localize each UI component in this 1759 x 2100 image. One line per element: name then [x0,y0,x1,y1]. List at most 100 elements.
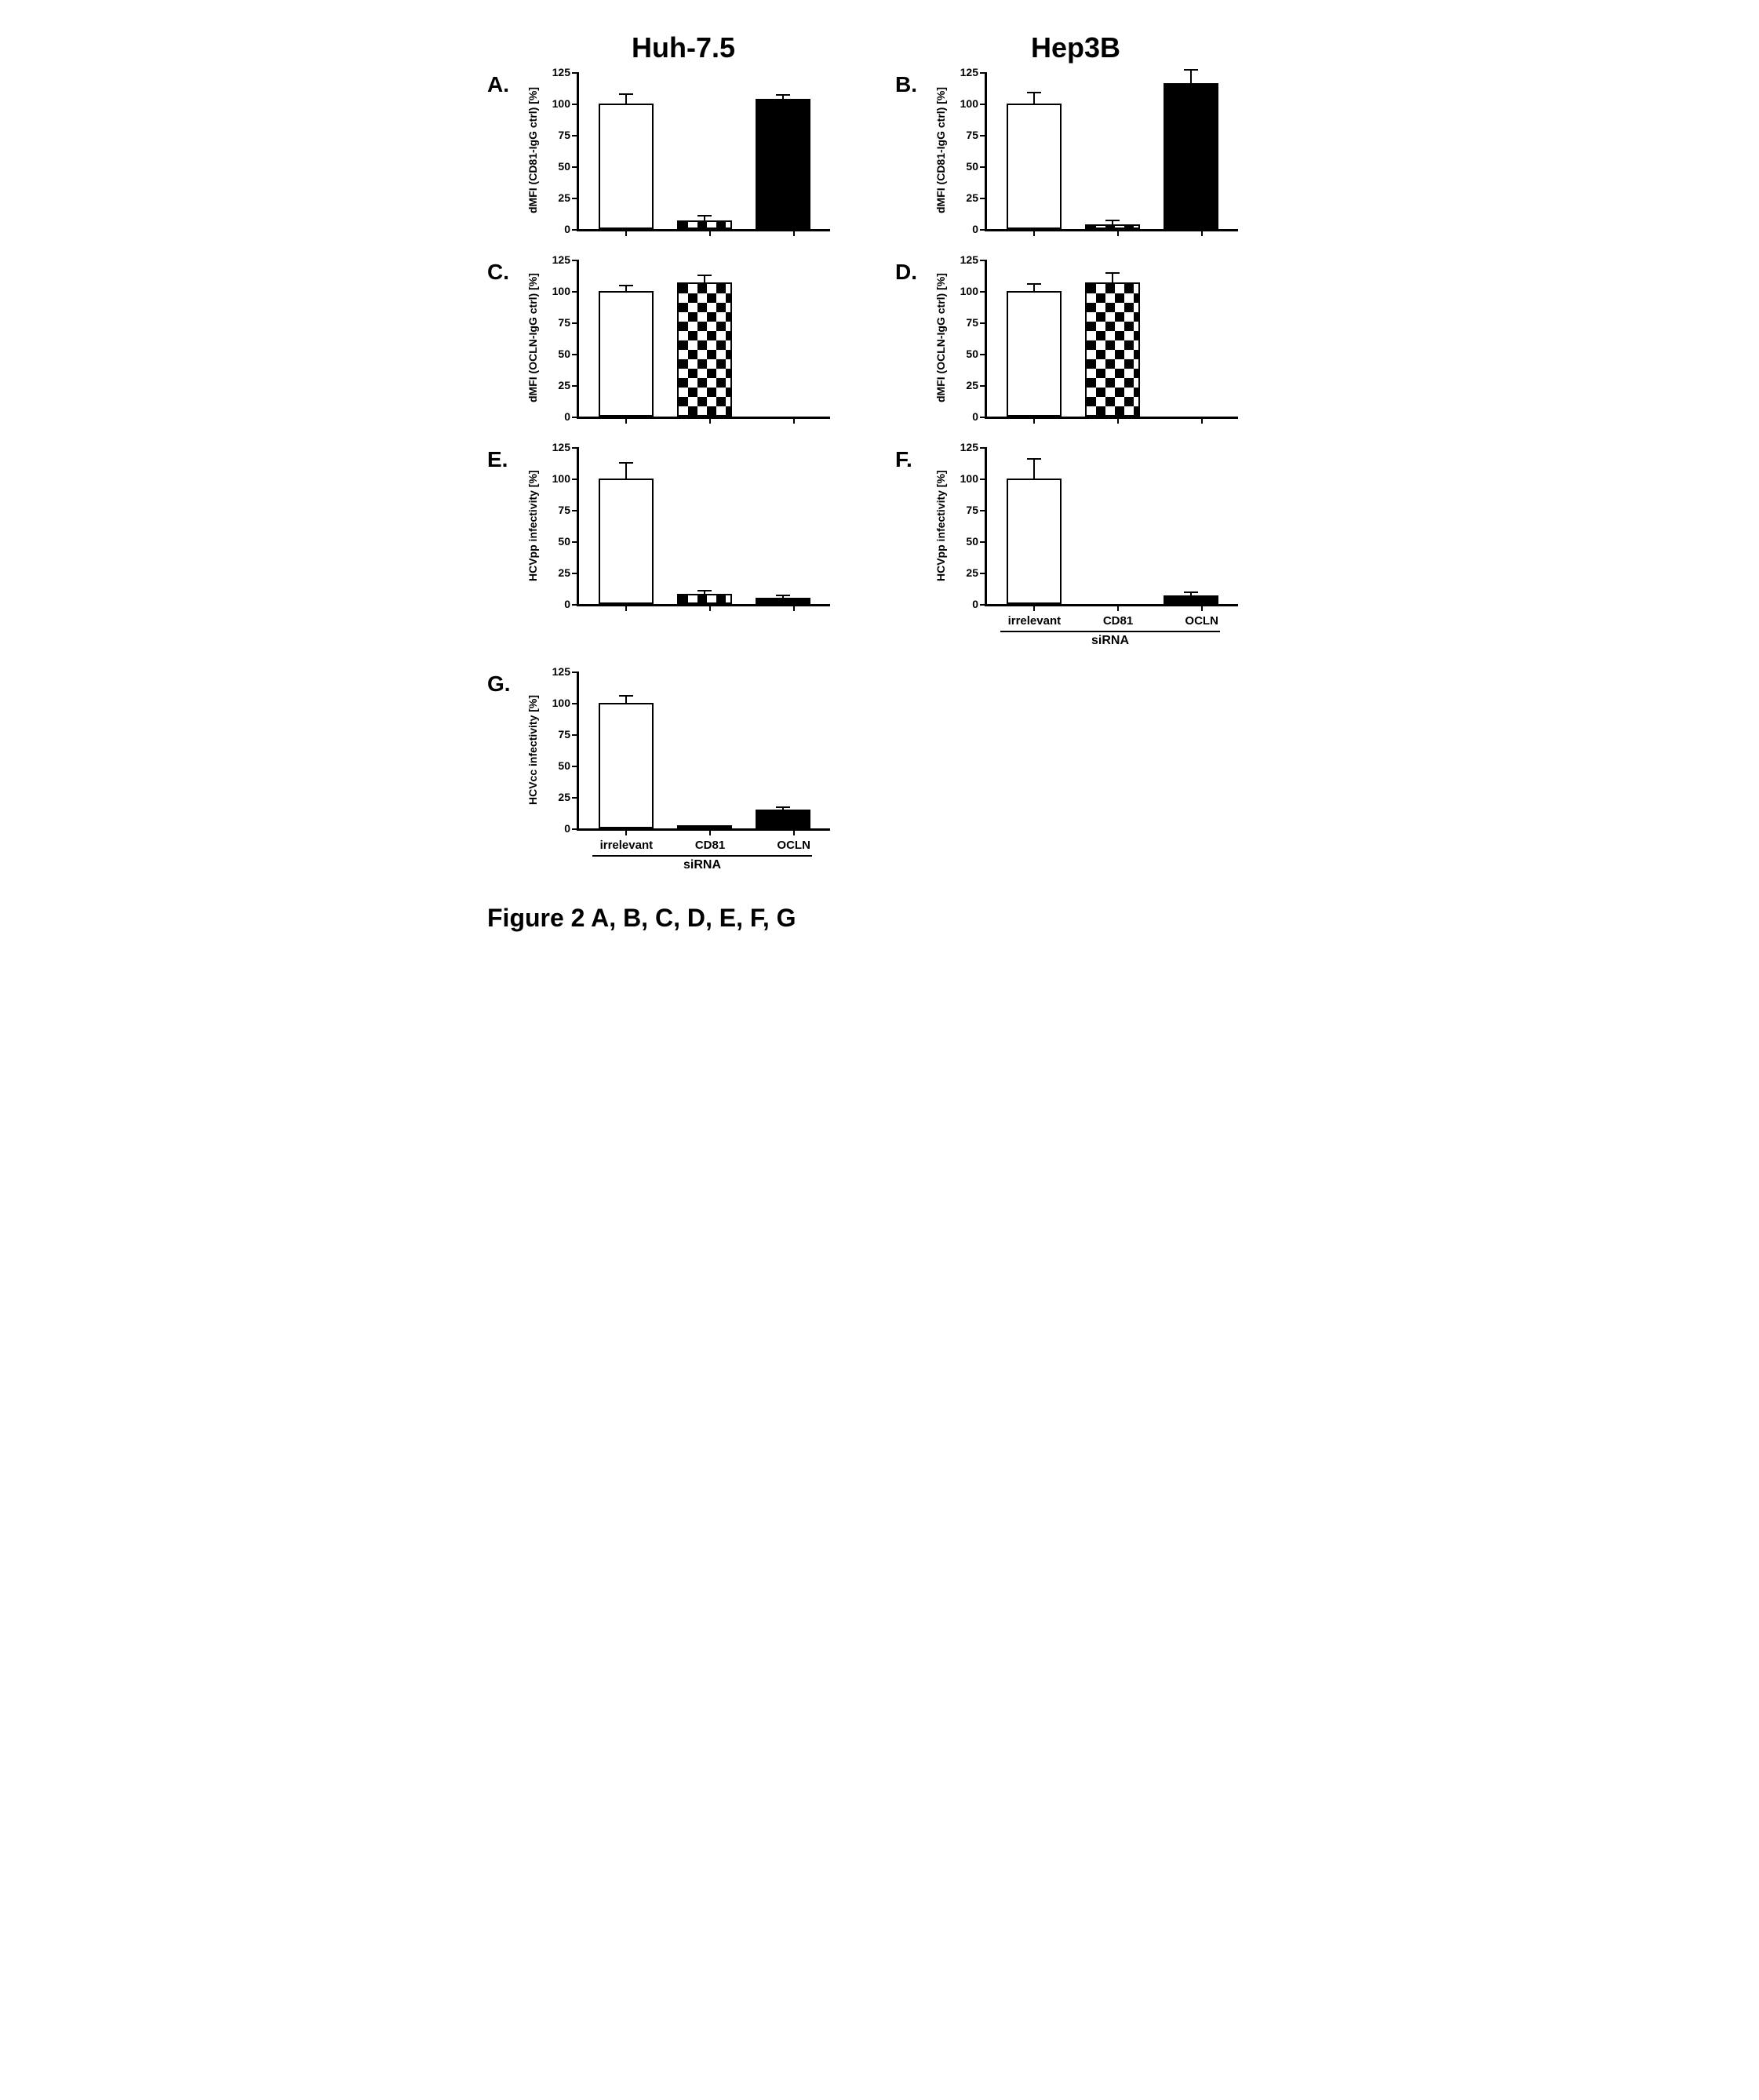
error-bar [1033,460,1035,479]
plot-area [577,447,830,606]
y-tick: 50 [966,348,978,360]
error-cap [1027,92,1041,93]
panel-E: E.HCVpp infectivity [%]0255075100125 [487,447,864,648]
error-bar [1033,93,1035,104]
bar-slot [744,260,822,417]
y-axis: 0255075100125 [544,671,577,828]
bars-container [987,72,1238,229]
y-tick: 0 [972,223,978,235]
error-cap [697,590,712,591]
panel-label: D. [895,260,917,285]
bar-irrelevant [1007,479,1062,604]
bar-slot [665,72,744,229]
y-tick: 50 [558,348,570,360]
x-group-label: siRNA [577,858,828,872]
error-cap [1027,283,1041,285]
plot-column: irrelevantCD81OCLN siRNA [577,671,843,872]
panel-label: C. [487,260,509,285]
plot-column [577,447,843,611]
y-tick: 75 [558,129,570,141]
error-cap [619,93,633,95]
bars-container [579,671,830,828]
y-tick: 25 [966,566,978,579]
panel-label: A. [487,72,509,97]
bar-slot [665,447,744,604]
y-tick: 75 [966,129,978,141]
bar-irrelevant [1007,291,1062,417]
y-tick: 100 [552,97,570,110]
plot-column [985,260,1251,424]
y-tick: 100 [552,472,570,485]
error-bar [704,217,705,220]
col-header-right: Hep3B [880,31,1272,64]
col-header-left: Huh-7.5 [487,31,880,64]
y-tick: 25 [558,379,570,391]
x-tick-marks [985,606,1251,611]
bars-container [579,72,830,229]
y-tick: 25 [558,791,570,803]
x-tick-label: irrelevant [585,839,668,852]
error-bar [1190,71,1192,83]
bar-irrelevant [1007,104,1062,229]
chart-wrap: HCVcc infectivity [%]0255075100125irrele… [526,671,864,872]
panel-D: D.dMFI (OCLN-IgG ctrl) [%]0255075100125 [895,260,1272,424]
chart-wrap: dMFI (CD81-IgG ctrl) [%]0255075100125 [934,72,1272,236]
x-group-label: siRNA [985,634,1236,648]
error-bar [1112,274,1113,282]
y-tick: 50 [558,759,570,772]
plot-column: irrelevantCD81OCLN siRNA [985,447,1251,648]
bar-CD81 [677,594,732,604]
x-tick-marks [577,606,843,611]
y-tick: 75 [558,504,570,516]
bar-CD81 [677,282,732,417]
x-tick-label: CD81 [1076,614,1160,628]
y-tick: 25 [558,191,570,204]
error-bar [625,286,627,291]
panel-B: B.dMFI (CD81-IgG ctrl) [%]0255075100125 [895,72,1272,236]
error-bar [625,697,627,703]
y-tick: 125 [960,66,978,78]
bars-container [987,447,1238,604]
error-cap [776,94,790,96]
y-tick: 125 [960,253,978,266]
panel-G: G.HCVcc infectivity [%]0255075100125irre… [487,671,864,872]
y-tick: 75 [558,728,570,741]
x-tick-label: irrelevant [992,614,1076,628]
y-tick: 75 [966,316,978,329]
x-axis-labels: irrelevantCD81OCLN [577,835,843,852]
bar-slot [665,260,744,417]
bar-CD81 [677,220,732,229]
plot-area [577,260,830,419]
y-tick: 100 [960,472,978,485]
y-axis: 0255075100125 [544,447,577,604]
bar-slot [995,72,1073,229]
chart-wrap: dMFI (OCLN-IgG ctrl) [%]0255075100125 [526,260,864,424]
y-axis: 0255075100125 [544,260,577,417]
error-cap [619,695,633,697]
error-bar [782,96,784,98]
plot-area [577,671,830,831]
plot-area [577,72,830,231]
y-axis-label: dMFI (OCLN-IgG ctrl) [%] [526,260,539,417]
plot-area [985,260,1238,419]
bar-OCLN [1164,595,1218,604]
y-tick: 50 [558,535,570,548]
bar-CD81 [677,825,732,828]
bar-slot [744,447,822,604]
bars-container [579,260,830,417]
error-bar [704,276,705,282]
bar-irrelevant [599,104,654,229]
bar-slot [1073,447,1152,604]
x-tick-label: OCLN [1160,614,1244,628]
y-tick: 100 [552,697,570,709]
panel-label: F. [895,447,912,472]
chart-wrap: dMFI (CD81-IgG ctrl) [%]0255075100125 [526,72,864,236]
chart-wrap: dMFI (OCLN-IgG ctrl) [%]0255075100125 [934,260,1272,424]
column-headers-row: Huh-7.5 Hep3B [487,31,1272,64]
error-bar [704,591,705,594]
error-cap [1027,458,1041,460]
bar-slot [587,671,665,828]
bar-irrelevant [599,479,654,604]
error-cap [776,595,790,596]
panel-A: A.dMFI (CD81-IgG ctrl) [%]0255075100125 [487,72,864,236]
